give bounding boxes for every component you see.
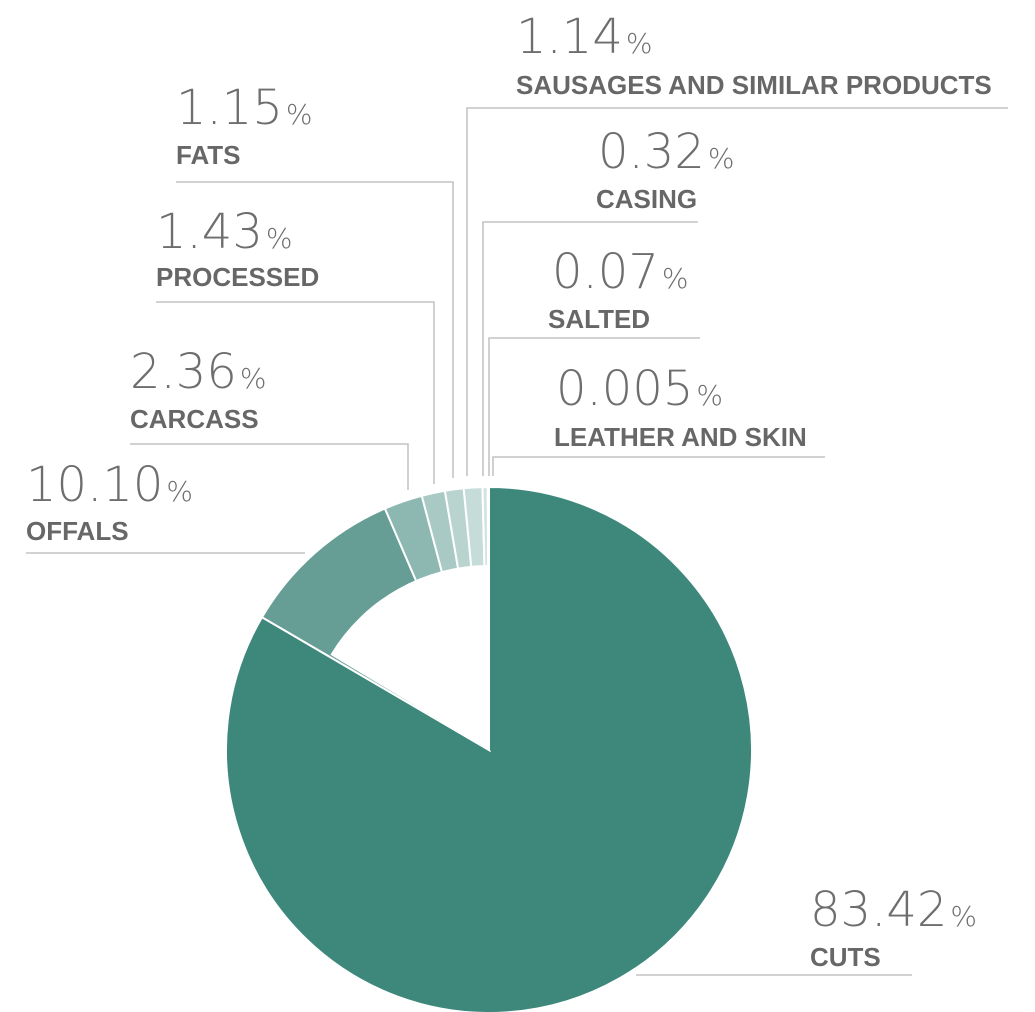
category-label-fats: FATS — [176, 140, 241, 170]
leader-line-fats — [176, 181, 454, 478]
category-label-leather-and-skin: LEATHER AND SKIN — [554, 422, 807, 452]
category-label-salted: SALTED — [548, 304, 650, 334]
category-label-casing: CASING — [596, 184, 697, 214]
leader-line-leather-and-skin — [492, 456, 825, 476]
category-label-processed: PROCESSED — [156, 262, 319, 292]
data-label-leather-and-skin: 0.005% — [556, 361, 723, 417]
data-label-cuts: 83.42% — [810, 882, 977, 938]
leader-line-carcass — [130, 443, 409, 490]
data-label-carcass: 2.36% — [130, 344, 266, 400]
category-label-carcass: CARCASS — [130, 404, 259, 434]
category-label-offals: OFFALS — [26, 516, 129, 546]
leader-line-casing — [482, 221, 698, 476]
leader-line-processed — [156, 301, 435, 484]
slice-labels: 83.42 % CUTS 10.10 %OFFALS 2.36 % CARCASS 1.43 %P… — [26, 9, 992, 972]
pie-cutout — [330, 565, 489, 750]
data-label-processed: 1.43% — [156, 204, 292, 260]
leader-line-salted — [488, 337, 700, 476]
leader-line-sausages-and-similar-products — [466, 107, 1008, 476]
category-label-sausages-and-similar-products: SAUSAGES AND SIMILAR PRODUCTS — [516, 70, 992, 100]
leader-lines — [26, 107, 1008, 976]
data-label-salted: 0.07% — [552, 244, 688, 300]
data-label-offals: 10.10% — [26, 457, 193, 513]
data-label-casing: 0.32% — [598, 124, 734, 180]
category-label-cuts: CUTS — [810, 942, 881, 972]
data-label-sausages-and-similar-products: 1.14% — [516, 9, 652, 65]
data-label-fats: 1.15% — [176, 80, 312, 136]
